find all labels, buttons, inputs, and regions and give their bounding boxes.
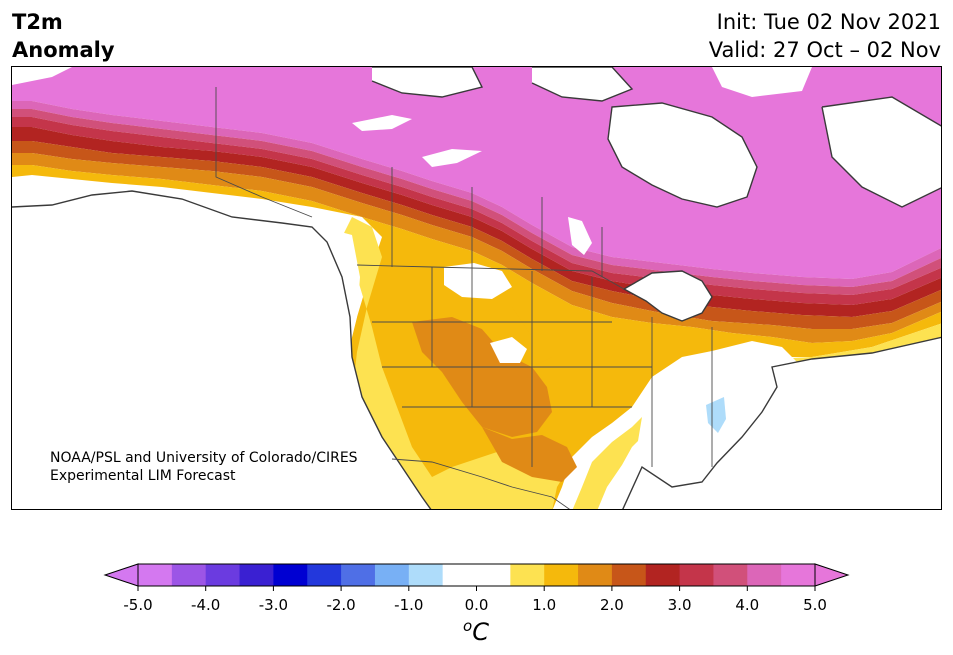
anomaly-band-4-5 (12, 101, 941, 287)
arctic-islands (372, 67, 941, 207)
colorbar-tick-label: 5.0 (803, 596, 827, 614)
colorbar-tick-label: -1.0 (394, 596, 424, 614)
colorbar-tick-label: 0.0 (464, 596, 489, 614)
anomaly-neutral-plains-pocket (444, 263, 512, 299)
colorbar-cell (781, 564, 816, 586)
colorbar-tick-label: -2.0 (326, 596, 356, 614)
colorbar-cell (544, 564, 579, 586)
colorbar-cell (273, 564, 308, 586)
ocean-atlantic (612, 337, 941, 509)
colorbar-cell (307, 564, 342, 586)
anomaly-hotspot-texas (482, 427, 577, 482)
colorbar-cell (239, 564, 274, 586)
hudson-bay (608, 103, 757, 207)
great-slave-lake (422, 149, 482, 167)
colorbar-cell (679, 564, 714, 586)
valid-range: Valid: 27 Oct – 02 Nov (708, 38, 941, 62)
forecast-dates: Init: Tue 02 Nov 2021 Valid: 27 Oct – 02… (709, 8, 941, 64)
colorbar-cell (408, 564, 444, 586)
credit-text: NOAA/PSL and University of Colorado/CIRE… (50, 449, 358, 485)
political-borders (215, 87, 713, 509)
title-anomaly: Anomaly (12, 38, 115, 62)
title-variable: T2m (12, 10, 63, 34)
unit-letter: C (472, 618, 489, 646)
coastlines (12, 67, 941, 509)
colorbar-tick-label: -5.0 (123, 596, 153, 614)
colorbar-cell (713, 564, 748, 586)
degree-symbol: o (463, 617, 473, 635)
colorbar-svg (103, 563, 850, 591)
colorbar-cell (205, 564, 241, 586)
colorbar-cell (747, 564, 782, 586)
great-lakes (624, 271, 712, 321)
colorbar-cell (442, 564, 477, 586)
colorbar-extend-low (103, 563, 139, 587)
colorbar-cell (611, 564, 647, 586)
colorbar-tick-label: 1.0 (532, 596, 557, 614)
map-title: T2m Anomaly (12, 8, 115, 64)
colorbar-tick-label: 3.0 (667, 596, 692, 614)
colorbar-cell (138, 564, 173, 586)
credit-line-2: Experimental LIM Forecast (50, 468, 236, 484)
map-svg (12, 67, 941, 509)
anomaly-map: NOAA/PSL and University of Colorado/CIRE… (11, 66, 942, 510)
anomaly-band-2-5 (12, 127, 941, 317)
anomaly-band-2-0 (12, 141, 941, 329)
colorbar-cell (374, 564, 410, 586)
colorbar-cells (103, 563, 850, 591)
colorbar-tick-label: 2.0 (599, 596, 624, 614)
colorbar-cell (645, 564, 681, 586)
colorbar-extend-high (814, 563, 850, 587)
init-date: Init: Tue 02 Nov 2021 (716, 10, 941, 34)
colorbar: -5.0 -4.0 -3.0 -2.0 -1.0 0.0 1.0 2.0 3.0 4.0 5.0 o… (0, 555, 953, 655)
great-bear-lake (352, 115, 412, 131)
colorbar-cell (476, 564, 511, 586)
ocean-pacific (12, 191, 431, 509)
colorbar-cell (341, 564, 376, 586)
colorbar-tick-label: -4.0 (191, 596, 221, 614)
colorbar-cell (578, 564, 613, 586)
colorbar-cell (510, 564, 545, 586)
lake-winnipeg (568, 217, 592, 255)
anomaly-band-3-0 (12, 117, 941, 305)
anomaly-band-1-5 (12, 153, 941, 343)
colorbar-tick-label: -3.0 (258, 596, 289, 614)
colorbar-cell (171, 564, 207, 586)
credit-line-1: NOAA/PSL and University of Colorado/CIRE… (50, 450, 358, 466)
colorbar-tick-label: 4.0 (735, 596, 760, 614)
colorbar-unit: oC (463, 617, 489, 646)
anomaly-cool-carolinas (706, 397, 726, 433)
anomaly-neutral-texas-pocket (490, 337, 527, 363)
anomaly-band-3-5 (12, 109, 941, 295)
